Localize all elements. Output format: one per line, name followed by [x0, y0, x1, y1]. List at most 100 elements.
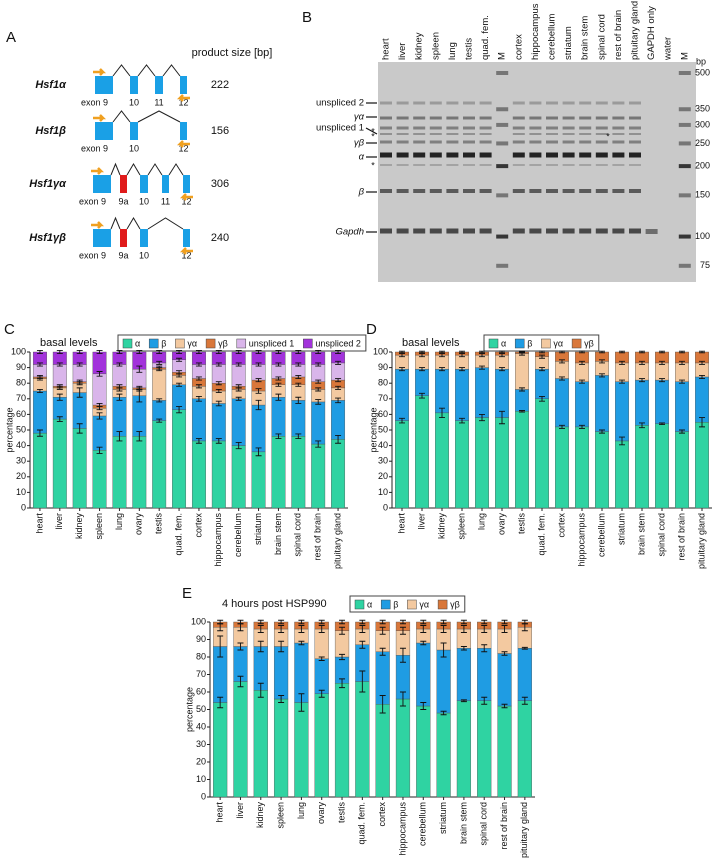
error-bar [235, 384, 242, 389]
error-bar [501, 619, 508, 625]
y-tick-label: 10 [16, 487, 26, 497]
error-bar [459, 417, 465, 424]
bar-segment [92, 373, 107, 406]
band-label: unspliced 2 [316, 98, 364, 109]
gel-band [595, 152, 608, 158]
y-tick-label: 90 [16, 362, 26, 372]
lane-label: spinal cord [596, 14, 607, 60]
x-tick-label: cerebellum [596, 513, 606, 557]
ladder-band [678, 193, 691, 198]
x-tick-label: hippocampus [397, 802, 407, 856]
error-bar [278, 695, 285, 703]
product-size: 222 [211, 79, 229, 91]
error-bar [195, 396, 202, 402]
gel-band [629, 140, 641, 144]
error-bar [315, 349, 322, 355]
exon-label: 12 [178, 97, 188, 107]
error-bar [639, 350, 645, 354]
bar-segment [635, 425, 650, 509]
panel-label: E [182, 585, 192, 602]
gel-band [562, 116, 575, 120]
ladder-band [678, 122, 691, 127]
error-bar [295, 382, 302, 387]
error-bar [439, 367, 445, 372]
bar-segment [455, 354, 470, 370]
bar-segment [655, 423, 670, 509]
gel-band [612, 101, 625, 105]
error-bar [76, 423, 83, 434]
error-bar [116, 349, 123, 355]
exon-label: 10 [129, 97, 139, 107]
gel-band [612, 152, 625, 158]
error-bar [237, 619, 244, 625]
bar-segment [152, 368, 167, 401]
legend-label: unspliced 2 [315, 338, 361, 348]
bar-segment [311, 401, 326, 445]
error-bar [315, 362, 322, 367]
gel-band [479, 152, 492, 158]
gel-band [579, 152, 592, 158]
x-tick-label: testis [154, 513, 164, 535]
error-bar [318, 689, 325, 698]
gel-band [579, 116, 592, 120]
error-bar [96, 412, 103, 420]
error-bar [136, 349, 143, 355]
band-label: β [358, 187, 365, 198]
bar-segment [211, 440, 226, 509]
error-bar [36, 374, 43, 379]
bar-segment [575, 426, 590, 509]
gel-band [512, 189, 525, 193]
legend-label: γβ [218, 338, 228, 348]
ladder-band [496, 141, 509, 146]
error-bar [315, 379, 322, 384]
error-bar [499, 367, 505, 372]
legend-label: β [393, 599, 398, 609]
exon [183, 229, 190, 247]
error-bar [298, 619, 305, 625]
error-bar [521, 646, 528, 650]
error-bar [156, 365, 163, 370]
gel-band [479, 126, 492, 130]
bar-segment [395, 368, 410, 421]
lane-label: testis [464, 38, 475, 60]
error-bar [278, 625, 285, 633]
error-bar [195, 376, 202, 381]
bar-segment [416, 705, 431, 798]
error-bar [195, 384, 202, 389]
gel-band [562, 189, 575, 193]
gel-band [429, 140, 442, 144]
error-bar [439, 350, 445, 354]
legend-label: β [161, 338, 166, 348]
gel-band [479, 228, 492, 234]
error-bar [215, 381, 222, 386]
error-bar [237, 642, 244, 651]
error-bar [459, 353, 465, 358]
legend-label: β [527, 338, 532, 348]
error-bar [599, 429, 605, 434]
error-bar [318, 656, 325, 661]
x-tick-label: lung [114, 513, 124, 530]
error-bar [257, 625, 264, 633]
error-bar [559, 359, 565, 364]
bar-segment [515, 353, 530, 390]
gel-band [562, 101, 575, 105]
legend-label: γα [419, 599, 429, 609]
exon [95, 122, 113, 140]
lane-label: liver [397, 43, 408, 60]
gel-band [529, 126, 542, 130]
bar-segment [231, 364, 246, 387]
y-tick-label: 70 [196, 669, 206, 679]
gel-band [629, 133, 641, 135]
gel-band [595, 133, 608, 135]
error-bar [56, 384, 63, 389]
error-bar [335, 397, 342, 404]
y-tick-label: 70 [16, 393, 26, 403]
error-bar [295, 362, 302, 367]
error-bar [639, 360, 645, 365]
error-bar [679, 429, 685, 434]
legend-swatch [407, 599, 417, 610]
gel-band [413, 189, 426, 193]
error-bar [499, 410, 505, 425]
gel-band [629, 152, 641, 158]
gel-band [396, 101, 409, 105]
